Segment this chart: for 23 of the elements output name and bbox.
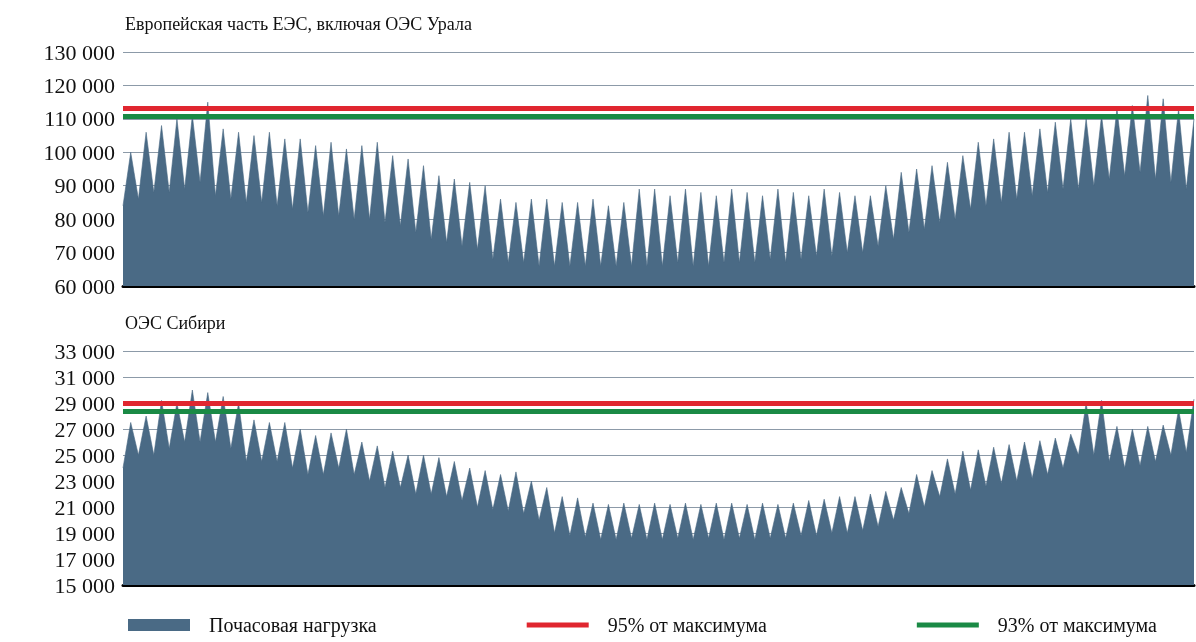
y-tick-label: 60 000: [54, 273, 115, 299]
y-tick-label: 110 000: [44, 106, 115, 132]
chart-title: ОЭС Сибири: [125, 313, 226, 333]
legend-label: 93% от максимума: [997, 614, 1158, 637]
y-tick-label: 90 000: [54, 173, 115, 199]
y-tick-label: 100 000: [43, 139, 115, 165]
y-tick-label: 29 000: [54, 390, 115, 416]
y-tick-label: 80 000: [54, 206, 115, 232]
y-tick-label: 23 000: [54, 468, 115, 494]
legend-label: Почасовая нагрузка: [209, 614, 377, 637]
y-tick-label: 17 000: [54, 546, 115, 572]
y-tick-label: 33 000: [54, 338, 115, 364]
y-tick-label: 21 000: [54, 494, 115, 520]
y-tick-label: 120 000: [43, 72, 115, 98]
y-tick-label: 25 000: [54, 442, 115, 468]
y-tick-label: 19 000: [54, 520, 115, 546]
y-tick-label: 70 000: [54, 240, 115, 266]
legend-label: 95% от максимума: [607, 614, 767, 637]
chart-title: Европейская часть ЕЭС, включая ОЭС Урала: [125, 14, 472, 34]
y-tick-label: 31 000: [54, 364, 115, 390]
y-tick-label: 130 000: [43, 39, 115, 65]
y-tick-label: 15 000: [54, 572, 115, 598]
y-tick-label: 27 000: [54, 416, 115, 442]
